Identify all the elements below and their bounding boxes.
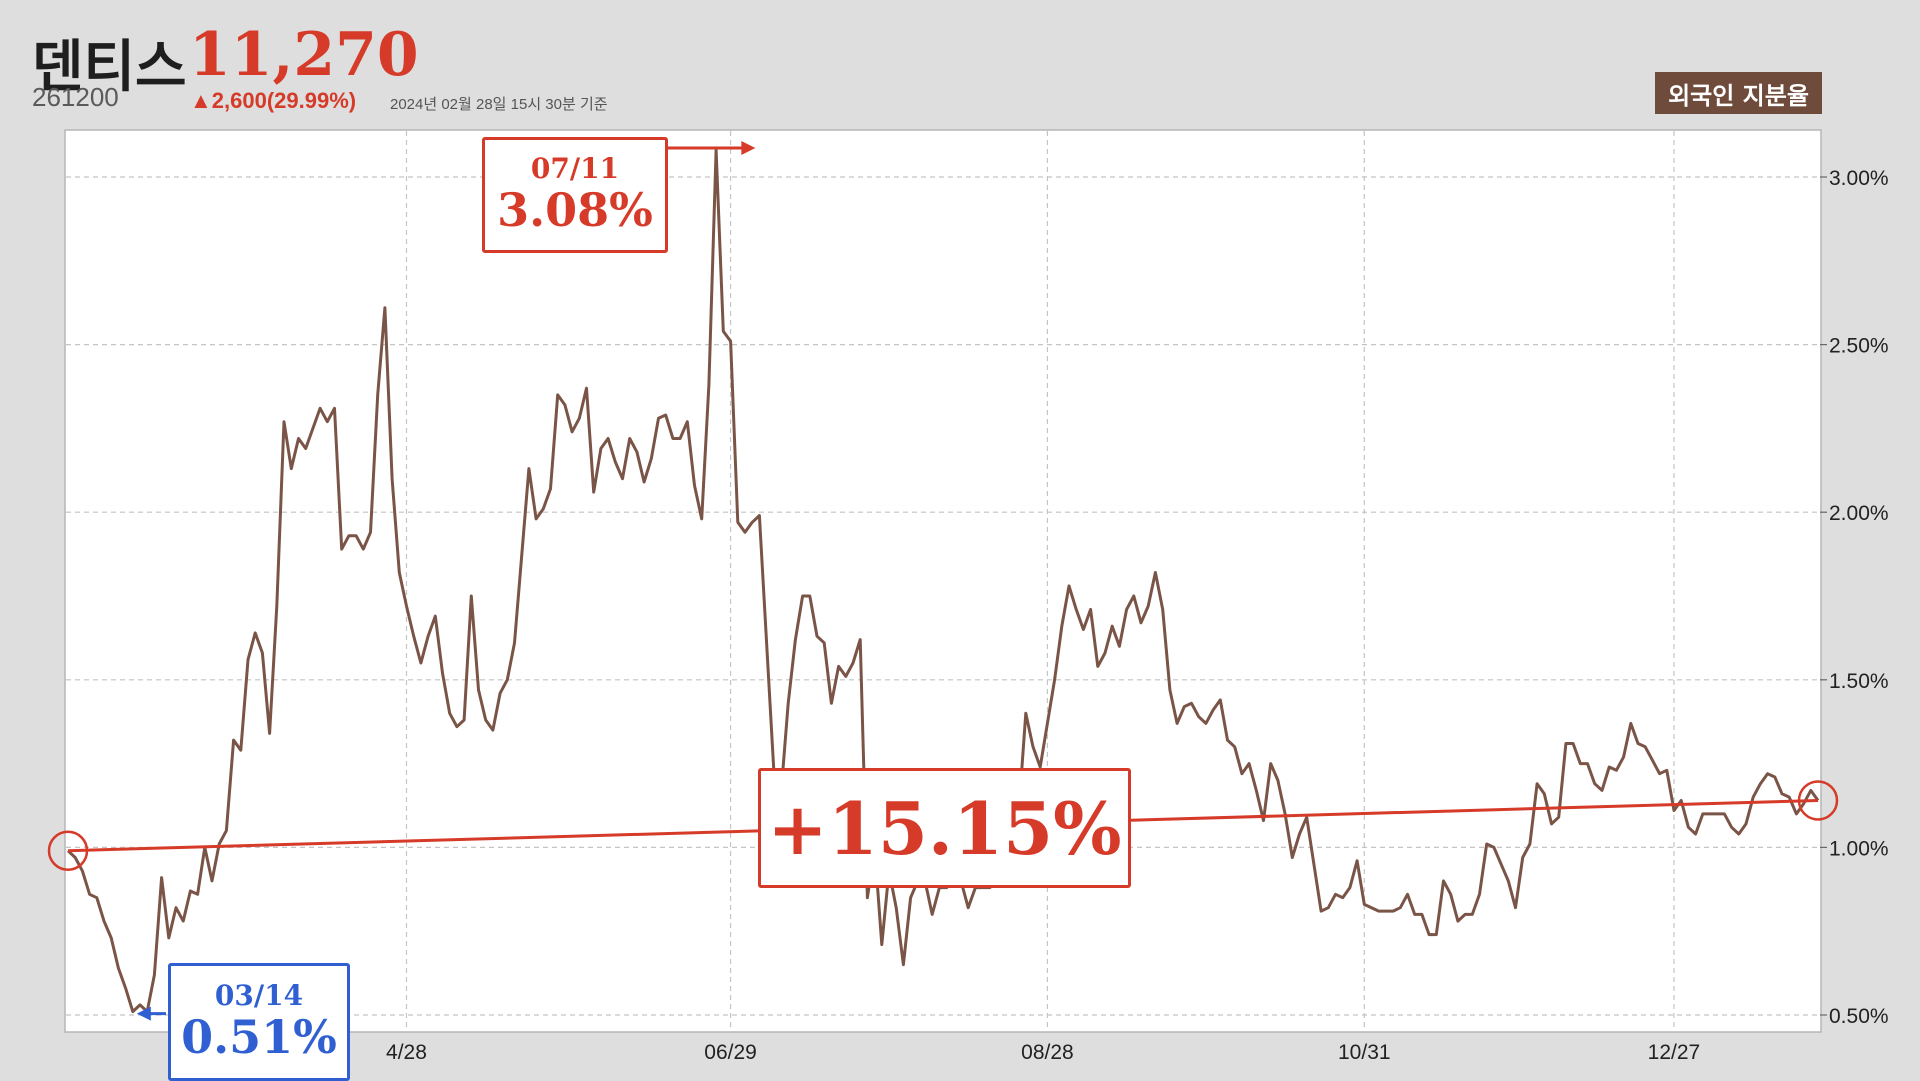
x-tick-label: 10/31 <box>1338 1041 1391 1064</box>
y-tick-label: 0.50% <box>1829 1005 1889 1028</box>
plot-area <box>64 129 1822 1033</box>
y-tick-label: 1.00% <box>1829 837 1889 860</box>
trend-end-marker <box>1797 780 1839 821</box>
x-axis: 4/28 06/29 08/28 10/31 12/27 <box>386 1041 1700 1064</box>
y-tick-label: 2.00% <box>1829 502 1889 525</box>
max-arrow-head <box>741 141 756 155</box>
y-axis: 0.50% 1.00% 1.50% 2.00% 2.50% 3.00% <box>1820 167 1889 1028</box>
timestamp-basis: 2024년 02월 28일 15시 30분 기준 <box>390 96 608 113</box>
x-tick-label: 08/28 <box>1021 1041 1074 1064</box>
y-tick-label: 1.50% <box>1829 670 1889 693</box>
price-change: ▲2,600(29.99%) <box>190 88 357 113</box>
max-value: 3.08% <box>497 183 653 238</box>
trend-start-marker <box>47 830 89 872</box>
min-value: 0.51% <box>181 1010 337 1065</box>
x-tick-label: 4/28 <box>386 1041 427 1064</box>
period-change-label: +15.15% <box>758 768 1131 888</box>
stock-name: 덴티스 <box>32 35 187 100</box>
x-tick-label: 06/29 <box>704 1041 757 1064</box>
min-callout: 03/14 0.51% <box>168 963 350 1081</box>
min-arrow-head <box>136 1006 151 1021</box>
min-date: 03/14 <box>214 979 304 1013</box>
x-tick-label: 12/27 <box>1648 1041 1701 1064</box>
metric-badge: 외국인 지분율 <box>1655 72 1822 114</box>
stock-code: 261200 <box>32 82 119 112</box>
y-tick-label: 2.50% <box>1829 335 1889 358</box>
stock-price: 11,270 <box>189 20 419 90</box>
max-callout: 07/11 3.08% <box>482 137 668 253</box>
max-date: 07/11 <box>530 152 620 186</box>
y-tick-label: 3.00% <box>1829 167 1889 190</box>
